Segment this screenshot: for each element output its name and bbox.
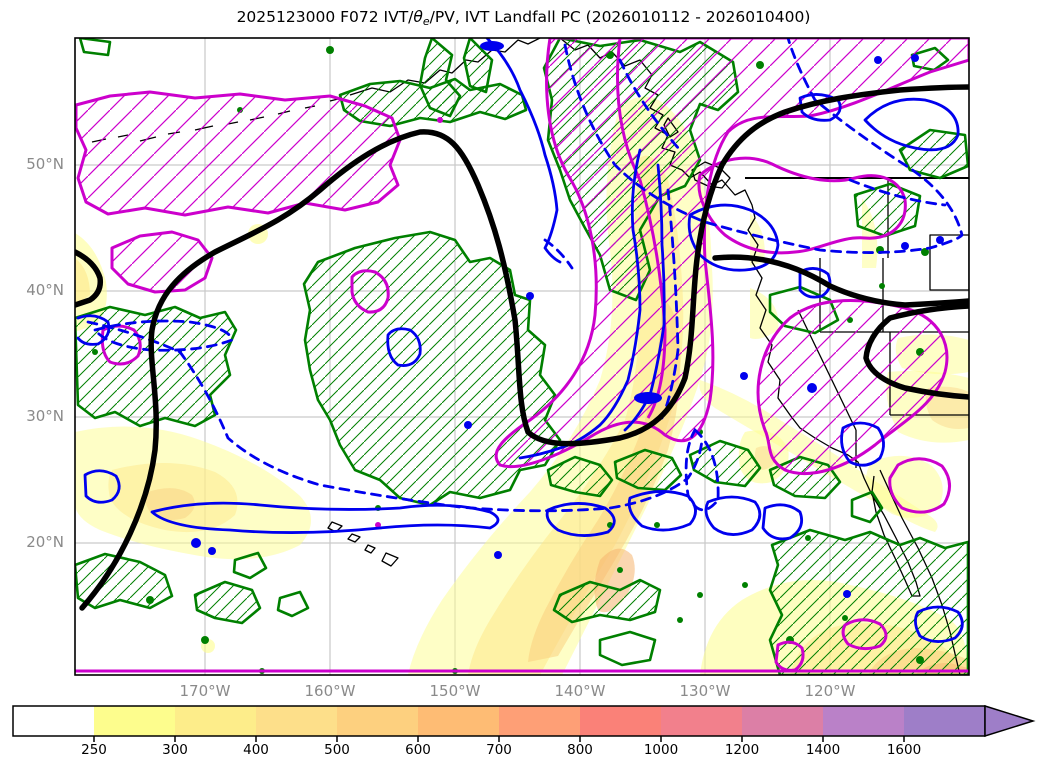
colorbar-tick-label: 300 (162, 742, 188, 758)
colorbar-segment (256, 706, 337, 736)
green-contours (75, 38, 969, 675)
colorbar-tick-label: 600 (405, 742, 431, 758)
plot-title: 2025123000 F072 IVT/θe/PV, IVT Landfall … (0, 8, 1047, 28)
colorbar (12, 704, 1036, 742)
colorbar-tick-label: 1600 (886, 742, 922, 758)
colorbar-segment (418, 706, 499, 736)
title-theta-sub: e (422, 15, 430, 28)
lat-tick-label: 40°N (26, 281, 64, 299)
plot-frame (74, 37, 970, 676)
title-suffix: /PV, IVT Landfall PC (2026010112 - 20260… (429, 8, 811, 26)
colorbar-tick-label: 500 (324, 742, 350, 758)
colorbar-segment (904, 706, 985, 736)
colorbar-segment (499, 706, 580, 736)
colorbar-tick-label: 700 (486, 742, 512, 758)
lon-tick-label: 170°W (179, 682, 231, 700)
colorbar-tick-label: 250 (81, 742, 107, 758)
colorbar-tick-label: 1400 (805, 742, 841, 758)
lat-tick-label: 30°N (26, 407, 64, 425)
lon-tick-label: 140°W (554, 682, 606, 700)
colorbar-segment (580, 706, 661, 736)
colorbar-segment (175, 706, 256, 736)
lat-tick-label: 20°N (26, 533, 64, 551)
title-theta: θ (413, 8, 423, 26)
lat-tick-label: 50°N (26, 155, 64, 173)
colorbar-extend-arrow (984, 704, 1036, 738)
colorbar-segment (94, 706, 175, 736)
black-pv-contour (75, 84, 969, 611)
colorbar-tick-label: 1200 (724, 742, 760, 758)
colorbar-segment (337, 706, 418, 736)
lon-tick-label: 130°W (679, 682, 731, 700)
colorbar-segment (823, 706, 904, 736)
colorbar-segment (742, 706, 823, 736)
lon-tick-label: 160°W (304, 682, 356, 700)
colorbar-tick-label: 400 (243, 742, 269, 758)
magenta-contours (75, 38, 969, 673)
colorbar-segment (661, 706, 742, 736)
title-prefix: 2025123000 F072 IVT/ (236, 8, 414, 26)
blue-dashed-contours (86, 38, 964, 513)
blue-contours (76, 38, 964, 643)
colorbar-tick-label: 800 (567, 742, 593, 758)
colorbar-tick-label: 1000 (643, 742, 679, 758)
lon-tick-label: 120°W (804, 682, 856, 700)
colorbar-segment (13, 706, 94, 736)
lon-tick-label: 150°W (429, 682, 481, 700)
